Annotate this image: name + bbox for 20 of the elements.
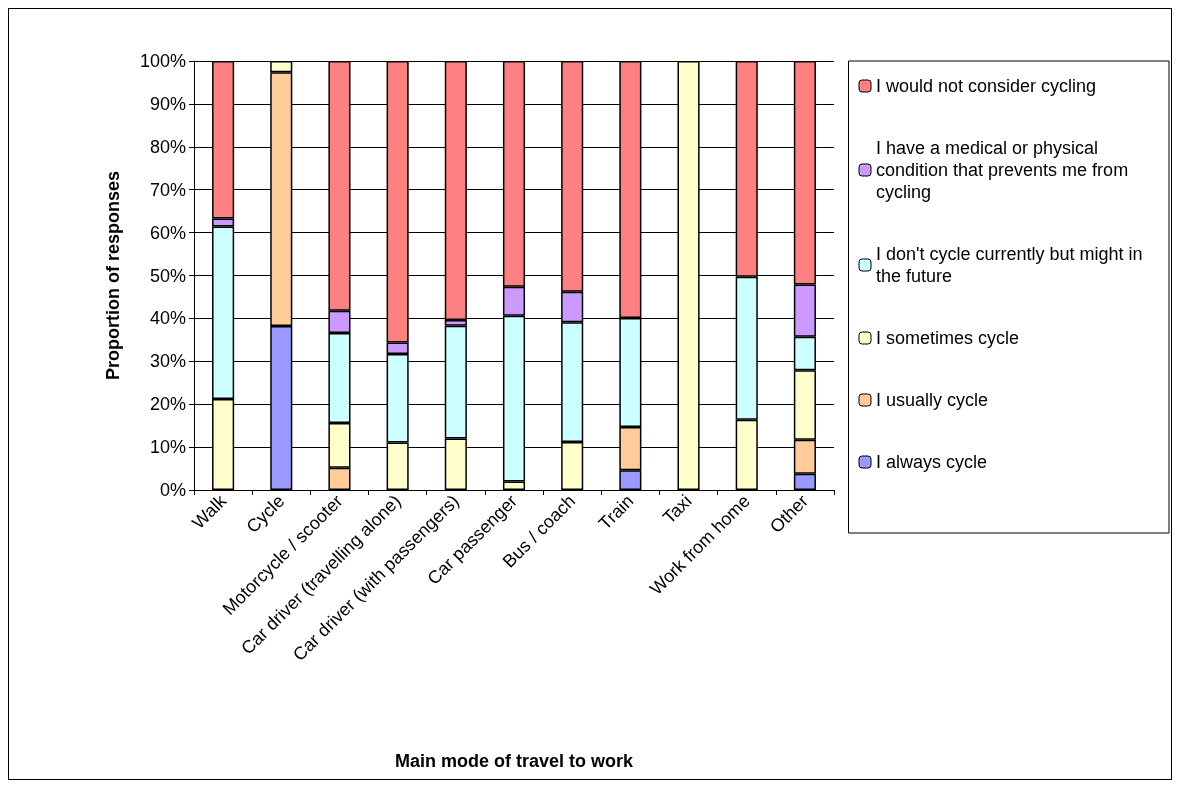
x-tick-label: Taxi: [658, 490, 696, 528]
y-tick-label: 0%: [159, 480, 186, 500]
y-tick-label: 60%: [149, 222, 186, 243]
y-tick-label: 80%: [149, 136, 186, 157]
y-tick-label: 10%: [149, 437, 186, 458]
legend-label: I always cycle: [876, 452, 988, 472]
y-tick-label: 20%: [149, 394, 186, 415]
legend-label: I would not consider cycling: [876, 76, 1097, 96]
y-tick-label: 90%: [149, 93, 186, 114]
legend-label: I sometimes cycle: [876, 328, 1020, 348]
legend-label: I have a medical or physical condition that prevents me from cycling: [876, 138, 1134, 202]
y-tick-label: 30%: [149, 351, 186, 372]
y-tick-label: 40%: [149, 308, 186, 329]
legend-label: I usually cycle: [876, 390, 989, 410]
legend-label: I don't cycle currently but might in the future: [876, 244, 1148, 286]
y-tick-label: 70%: [149, 179, 186, 200]
y-tick-label: 50%: [149, 265, 186, 286]
y-tick-label: 100%: [139, 51, 186, 71]
x-axis-title: Main mode of travel to work: [394, 751, 634, 771]
y-axis-title: Proportion of responses: [103, 170, 123, 381]
